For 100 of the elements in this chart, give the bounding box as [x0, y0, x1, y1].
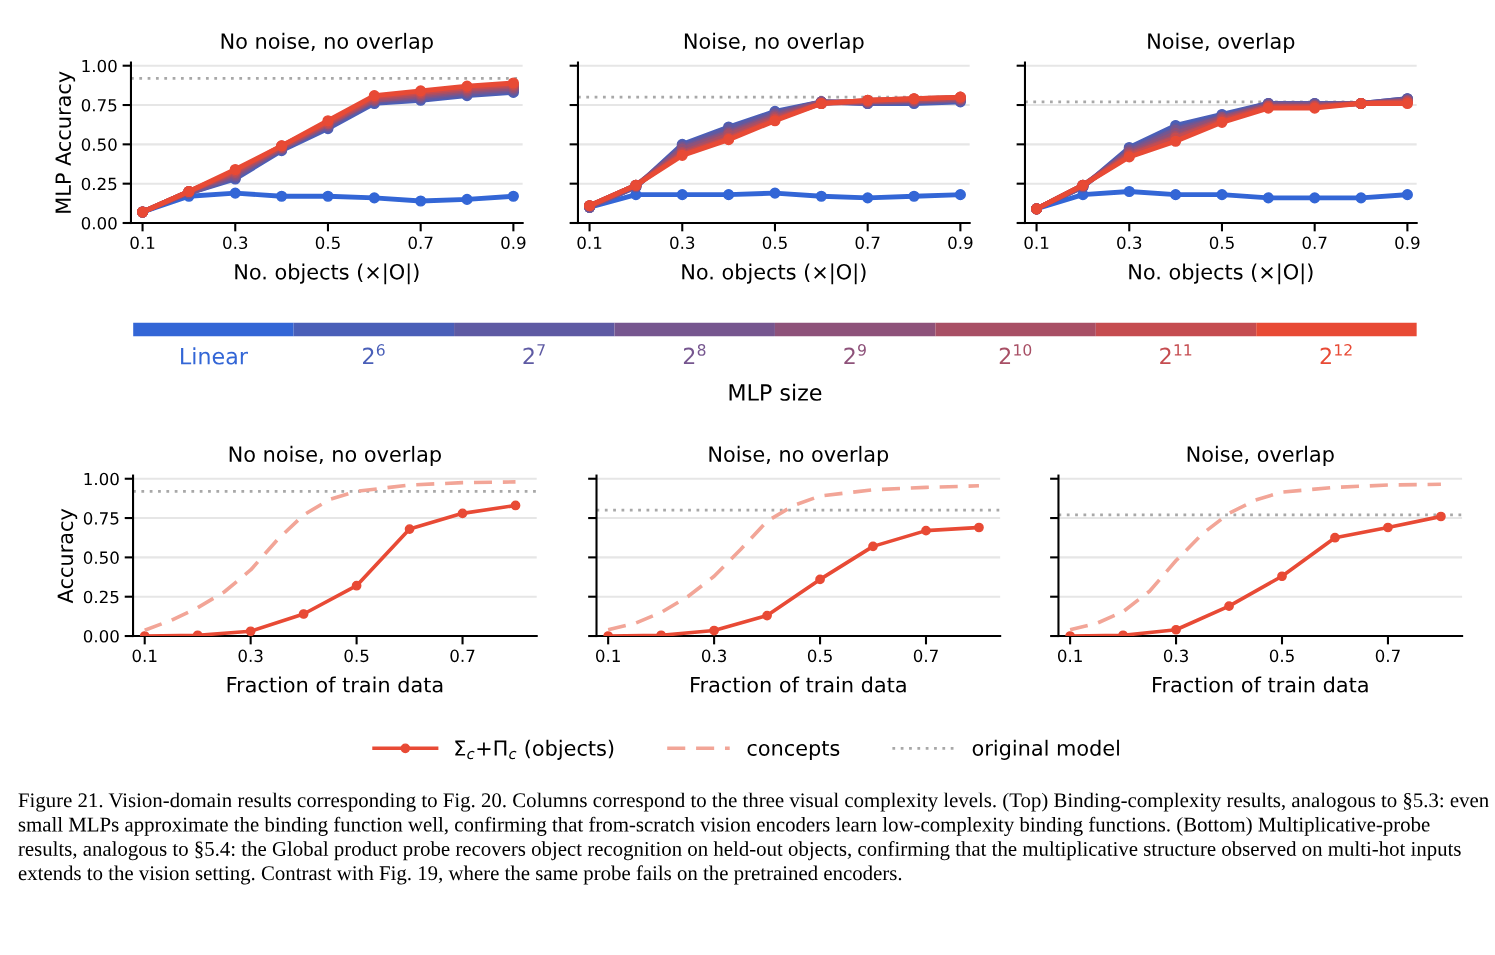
point [954, 189, 966, 201]
point [351, 580, 362, 591]
point [415, 195, 427, 207]
x-tick-label: 0.3 [238, 649, 263, 663]
text: 2$^{6}$ [363, 344, 385, 365]
text: 2$^{12}$ [1320, 344, 1352, 365]
x-tick-label: 0.1 [1024, 236, 1049, 250]
point [298, 609, 309, 619]
point [815, 574, 825, 585]
point [762, 610, 772, 621]
text: 2$^{11}$ [1160, 344, 1192, 365]
point [1170, 189, 1182, 201]
x-tick-label: 0.7 [1375, 649, 1400, 663]
y-axis-title: MLP Accuracy [55, 71, 76, 213]
x-tick-label: 0.5 [762, 236, 787, 250]
chart-title: No noise, no overlap [221, 32, 433, 53]
x-tick-label: 0.1 [577, 236, 602, 250]
y-axis-title: Accuracy [57, 508, 78, 604]
x-tick-label: 0.7 [913, 649, 938, 663]
point [1383, 522, 1393, 533]
x-axis-title: Fraction of train data [227, 676, 443, 693]
x-tick-label: 0.5 [315, 236, 340, 250]
x-tick-label: 0.5 [1209, 236, 1234, 250]
text: Linear [181, 347, 248, 365]
x-tick-label: 0.3 [701, 649, 727, 663]
y-tick-label: 0.25 [83, 590, 119, 604]
x-tick-label: 0.1 [132, 649, 157, 663]
chart-title: Noise, overlap [1187, 445, 1334, 467]
x-tick-label: 0.3 [1163, 649, 1188, 663]
x-axis-title: No. objects (×|O|) [682, 263, 866, 285]
point [862, 192, 874, 204]
point [507, 190, 519, 202]
text: 2$^{7}$ [523, 344, 545, 365]
point [229, 187, 241, 199]
y-tick-label: 0.75 [81, 98, 117, 112]
point [709, 625, 719, 636]
y-tick-label: 0.50 [83, 551, 119, 564]
text: 2$^{8}$ [683, 344, 706, 365]
x-axis-title: Fraction of train data [1153, 676, 1368, 693]
point [1216, 189, 1228, 201]
x-axis-title: No. objects (×|O|) [1129, 263, 1313, 285]
point [368, 192, 380, 204]
point [1277, 571, 1287, 582]
x-tick-label: 0.1 [1057, 649, 1082, 663]
x-tick-label: 0.5 [807, 649, 832, 663]
y-tick-label: 0.25 [81, 177, 117, 191]
point [461, 193, 473, 205]
point [1436, 511, 1446, 522]
chart-title: Noise, overlap [1148, 32, 1295, 53]
x-tick-label: 0.9 [1395, 236, 1420, 250]
x-tick-label: 0.1 [596, 649, 620, 663]
x-axis-title: Fraction of train data [691, 676, 906, 693]
y-tick-label: 1.00 [82, 59, 117, 73]
point [723, 189, 735, 201]
legend-title: MLP size [729, 383, 822, 401]
point [868, 541, 878, 552]
x-tick-label: 0.7 [855, 236, 880, 250]
point [974, 522, 984, 533]
point [245, 626, 256, 637]
point [676, 189, 688, 201]
point [404, 524, 415, 534]
point [1330, 532, 1340, 543]
y-tick-label: 0.00 [83, 629, 119, 643]
text: 2$^{10}$ [999, 344, 1032, 365]
y-tick-label: 0.00 [81, 216, 117, 230]
x-tick-label: 0.7 [408, 236, 433, 250]
y-tick-label: 0.75 [83, 512, 119, 525]
x-tick-label: 0.9 [501, 236, 526, 250]
point [276, 190, 288, 202]
x-tick-label: 0.5 [1269, 649, 1294, 663]
x-tick-label: 0.9 [948, 236, 973, 250]
legend-label: original model [972, 739, 1119, 760]
legend-label: Σ$_{c}$+Π$_{c}$ (objects) [455, 739, 614, 760]
point [510, 500, 521, 511]
chart-title: Noise, no overlap [709, 445, 889, 467]
point [1171, 624, 1181, 635]
point [1401, 189, 1413, 201]
x-tick-label: 0.3 [1117, 236, 1142, 250]
point [1123, 185, 1135, 198]
caption: Figure 21. Vision-domain results corresponding to Fig. 20. Columns correspond to the three visual complexity levels. (Top) Binding-complexity results, analogous to §5.3: even small MLPs approximate the binding function well, confirming that from-scratch vision encoders learn low-complexity binding functions. (Bottom) Multiplicative-probe results, analogous to §5.4: the Global product probe recovers object recognition on held-out objects, confirming that the multiplicative structure observed on multi-hot inputs extends to the vision setting. Contrast with Fig. 19, where the same probe fails on the pretrained encoders. [18, 792, 1489, 885]
point [1309, 192, 1321, 204]
x-axis-title: No. objects (×|O|) [235, 263, 419, 285]
chart-title: No noise, no overlap [229, 445, 441, 467]
point [1224, 601, 1234, 612]
legend-label: concepts [747, 740, 840, 760]
point [457, 508, 468, 519]
x-tick-label: 0.7 [1302, 236, 1327, 250]
text: 2$^{9}$ [844, 344, 866, 365]
point [921, 525, 931, 536]
y-tick-label: 1.00 [84, 472, 119, 486]
x-tick-label: 0.3 [223, 236, 248, 250]
chart-title: Noise, no overlap [684, 32, 864, 53]
x-tick-label: 0.1 [130, 236, 155, 250]
point [769, 187, 781, 199]
point [908, 190, 920, 202]
x-tick-label: 0.5 [344, 649, 369, 663]
point [322, 190, 334, 202]
point [1262, 192, 1274, 204]
y-tick-label: 0.50 [81, 138, 117, 151]
x-tick-label: 0.7 [450, 649, 475, 663]
